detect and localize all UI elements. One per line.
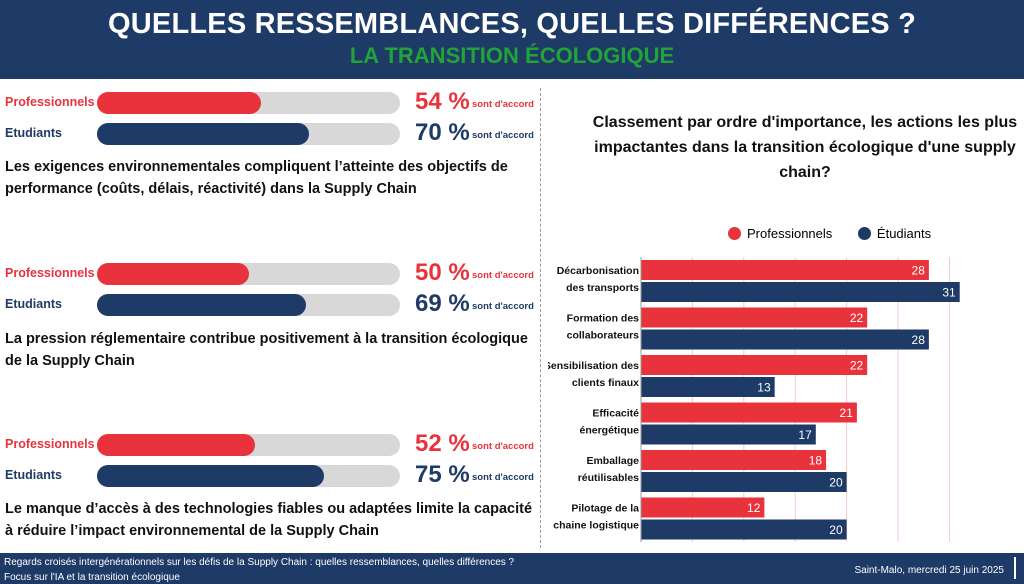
series-label: Etudiants: [5, 297, 62, 311]
vertical-divider: [540, 88, 541, 548]
bar: [641, 282, 960, 302]
legend-item-professionnels: Professionnels: [728, 226, 832, 241]
bar: [641, 519, 847, 540]
bar: [641, 497, 765, 518]
percentage-suffix: sont d'accord: [472, 301, 534, 312]
progress-fill: [97, 263, 249, 285]
data-label: 20: [829, 523, 843, 537]
progress-fill: [97, 434, 255, 456]
bar: [641, 402, 857, 423]
percentage-suffix: sont d'accord: [472, 472, 534, 483]
progress-fill: [97, 465, 325, 487]
legend-dot: [857, 227, 871, 240]
percentage-value: 50 %: [415, 259, 470, 286]
progress-fill: [97, 294, 307, 316]
series-label: Etudiants: [5, 126, 62, 140]
legend-label: Professionnels: [747, 226, 833, 241]
percentage-suffix: sont d'accord: [472, 441, 534, 452]
survey-2-professionnels-row: Professionnels 50 % sont d'accord: [0, 259, 540, 286]
footer-divider: [1014, 557, 1016, 579]
progress-fill: [97, 92, 261, 114]
category-label: Efficacité énergétique: [579, 408, 639, 437]
footer-line-2: Focus sur l'IA et la transition écologiq…: [4, 572, 180, 583]
survey-3-etudiants-row: Etudiants 75 % sont d'accord: [0, 461, 540, 488]
legend-item-etudiants: Étudiants: [857, 226, 932, 241]
chart-legend: Professionnels Étudiants: [728, 226, 953, 241]
footer-date: Saint-Malo, mercredi 25 juin 2025: [854, 565, 1004, 576]
category-label: Sensibilisation des clients finaux: [548, 360, 639, 389]
category-label: Formation des collaborateurs: [567, 313, 640, 342]
category-label: Emballage réutilisables: [578, 455, 639, 484]
data-label: 31: [942, 286, 956, 300]
data-label: 28: [912, 264, 926, 278]
survey-1-etudiants-row: Etudiants 70 % sont d'accord: [0, 119, 540, 146]
data-label: 21: [840, 406, 854, 420]
percentage-suffix: sont d'accord: [472, 130, 534, 141]
progress-track: [97, 92, 400, 114]
bar: [641, 260, 929, 280]
percentage-value: 75 %: [415, 461, 470, 488]
survey-3-professionnels-row: Professionnels 52 % sont d'accord: [0, 430, 540, 457]
bar: [641, 377, 775, 397]
progress-track: [97, 263, 400, 285]
bar: [641, 472, 847, 492]
survey-2-statement: La pression réglementaire contribue posi…: [5, 331, 528, 369]
series-label: Professionnels: [5, 95, 95, 109]
percentage-suffix: sont d'accord: [472, 99, 534, 110]
data-label: 17: [798, 428, 812, 442]
survey-2-etudiants-row: Etudiants 69 % sont d'accord: [0, 290, 540, 317]
bar: [641, 307, 868, 328]
category-label: Pilotage de la chaine logistique: [553, 503, 639, 532]
survey-3-statement: Le manque d’accès à des technologies fia…: [5, 501, 533, 539]
bar: [641, 450, 827, 470]
bar: [641, 355, 868, 375]
page-subtitle: LA TRANSITION ÉCOLOGIQUE: [349, 43, 675, 68]
percentage-value: 70 %: [415, 119, 470, 146]
data-label: 12: [747, 501, 761, 515]
bar-chart: Décarbonisation des transports 28 31 Formati…: [548, 257, 960, 542]
footer-line-1: Regards croisés intergénérationnels sur …: [4, 557, 515, 568]
chart-title: Classement par ordre d'importance, les a…: [592, 114, 1018, 181]
survey-1-professionnels-row: Professionnels 54 % sont d'accord: [0, 88, 540, 115]
data-label: 18: [809, 454, 823, 468]
percentage-suffix: sont d'accord: [472, 270, 534, 281]
percentage-value: 54 %: [415, 88, 470, 115]
progress-track: [97, 123, 400, 145]
page-title: QUELLES RESSEMBLANCES, QUELLES DIFFÉRENC…: [108, 8, 916, 40]
series-label: Professionnels: [5, 437, 95, 451]
progress-track: [97, 465, 400, 487]
data-label: 20: [829, 476, 843, 490]
data-label: 13: [757, 381, 771, 395]
legend-label: Étudiants: [876, 226, 932, 241]
series-label: Etudiants: [5, 468, 62, 482]
bar: [641, 424, 816, 445]
progress-track: [97, 434, 400, 456]
footer: Regards croisés intergénérationnels sur …: [0, 553, 1024, 584]
percentage-value: 52 %: [415, 430, 470, 457]
data-label: 28: [912, 333, 926, 347]
data-label: 22: [850, 311, 864, 325]
progress-fill: [97, 123, 310, 145]
legend-dot: [728, 227, 741, 240]
bar: [641, 329, 929, 350]
survey-1-statement: Les exigences environnementales compliqu…: [5, 159, 508, 197]
category-label: Décarbonisation des transports: [557, 265, 639, 294]
data-label: 22: [850, 359, 864, 373]
series-label: Professionnels: [5, 266, 95, 280]
progress-track: [97, 294, 400, 316]
percentage-value: 69 %: [415, 290, 470, 317]
header-banner: QUELLES RESSEMBLANCES, QUELLES DIFFÉRENC…: [0, 0, 1024, 79]
